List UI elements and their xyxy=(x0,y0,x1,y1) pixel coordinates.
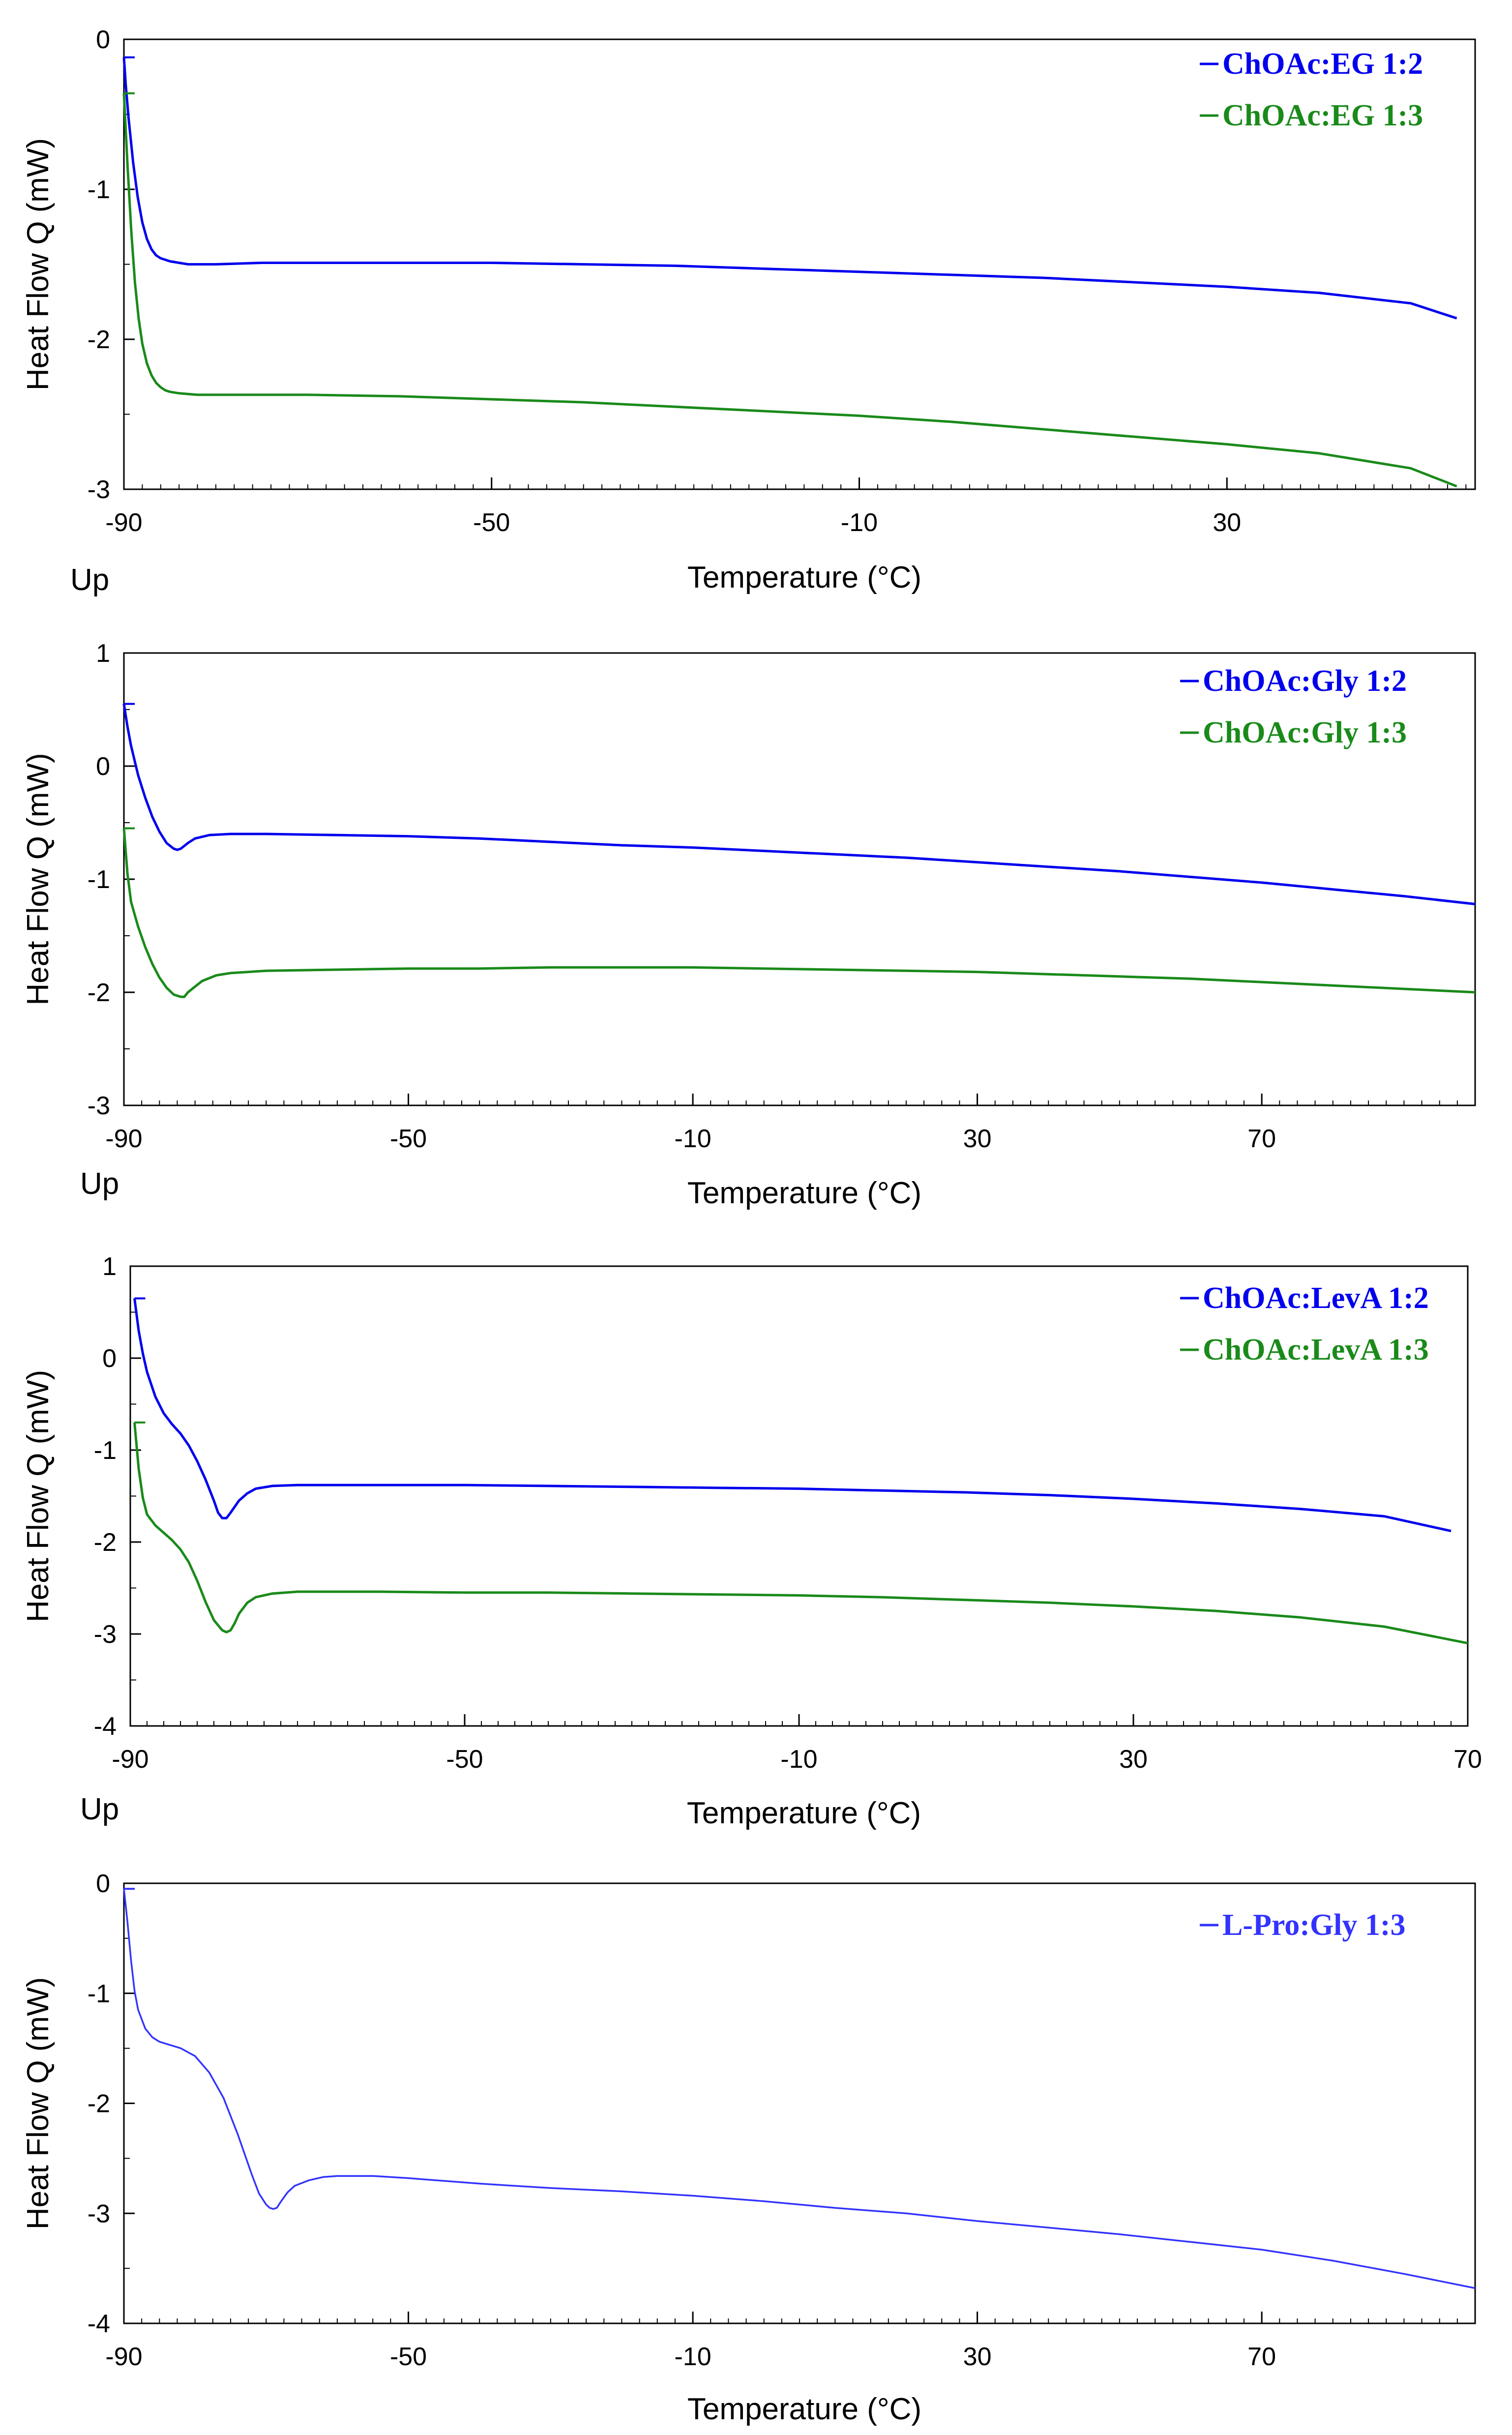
x-tick-label: 70 xyxy=(1247,2343,1276,2371)
series-line-1 xyxy=(122,704,1476,906)
endo-up-label: Up xyxy=(80,1167,119,1201)
y-tick-label: 0 xyxy=(96,1870,110,1898)
x-tick-label: -50 xyxy=(390,1125,427,1153)
x-tick-label: 30 xyxy=(1119,1745,1148,1774)
y-tick-label: 1 xyxy=(102,1252,117,1281)
y-tick-label: -2 xyxy=(94,1528,117,1557)
x-axis-title: Temperature (°C) xyxy=(687,1796,921,1830)
x-tick-label: -50 xyxy=(473,508,510,537)
y-tick-label: -3 xyxy=(88,475,110,504)
x-tick-label: -90 xyxy=(105,508,142,537)
series-line-1 xyxy=(133,1298,1452,1533)
series-line-2 xyxy=(133,1422,1468,1645)
y-tick-label: -4 xyxy=(94,1712,117,1741)
y-tick-label: -3 xyxy=(88,1092,110,1120)
series-line-2 xyxy=(122,828,1476,998)
x-axis-title: Temperature (°C) xyxy=(687,1176,921,1210)
y-tick-label: -1 xyxy=(88,176,110,204)
y-tick-label: -3 xyxy=(88,2199,110,2228)
x-tick-label: -10 xyxy=(674,2343,711,2371)
y-tick-label: -1 xyxy=(88,865,110,894)
y-tick-label: -1 xyxy=(94,1436,117,1465)
x-tick-label: -90 xyxy=(105,2343,142,2371)
y-tick-label: 0 xyxy=(96,752,110,781)
endo-up-label: Up xyxy=(70,563,109,597)
y-tick-label: -4 xyxy=(88,2310,110,2338)
x-tick-label: 70 xyxy=(1247,1125,1276,1153)
x-tick-label: 30 xyxy=(1213,508,1241,537)
x-tick-label: -50 xyxy=(390,2343,427,2371)
series-line-2 xyxy=(122,93,1457,488)
x-tick-label: 30 xyxy=(963,2343,992,2371)
y-tick-label: -2 xyxy=(88,326,110,354)
x-axis-title: Temperature (°C) xyxy=(687,2392,921,2426)
x-tick-label: 30 xyxy=(963,1125,992,1153)
legend-entry: ChOAc:Gly 1:3 xyxy=(1203,716,1407,749)
y-tick-label: 0 xyxy=(96,26,110,54)
series-line-1 xyxy=(123,1889,1476,2289)
x-tick-label: 70 xyxy=(1453,1745,1482,1774)
chart-panel-3: -90 -50 -10 30 70 1 0 -1 -2 -3 -4 Heat Flow Q (mW) T… xyxy=(21,1252,1482,1830)
y-tick-label: -1 xyxy=(88,1980,110,2008)
x-tick-label: -10 xyxy=(841,508,878,537)
legend-entry: ChOAc:Gly 1:2 xyxy=(1203,664,1407,698)
legend-entry: ChOAc:EG 1:2 xyxy=(1222,47,1423,81)
y-axis-title: Heat Flow Q (mW) xyxy=(21,1977,55,2229)
y-tick-label: -3 xyxy=(94,1620,117,1649)
series-line-1 xyxy=(122,57,1457,320)
y-tick-label: 0 xyxy=(102,1344,117,1373)
x-tick-label: -90 xyxy=(105,1125,142,1153)
endo-up-label: Up xyxy=(80,1792,119,1826)
y-tick-label: 1 xyxy=(96,639,110,668)
x-tick-label: -50 xyxy=(446,1745,483,1774)
y-axis-title: Heat Flow Q (mW) xyxy=(21,138,55,390)
chart-panel-4: -90 -50 -10 30 70 0 -1 -2 -3 -4 Heat Flow Q (mW) Te… xyxy=(21,1870,1476,2426)
chart-panel-1: -90 -50 -10 30 0 -1 -2 -3 Heat Flow Q (mW) Temper… xyxy=(21,26,1476,597)
x-tick-label: -10 xyxy=(780,1745,817,1774)
y-tick-label: -2 xyxy=(88,2090,110,2118)
legend-entry: ChOAc:LevA 1:2 xyxy=(1203,1281,1429,1315)
legend-entry: ChOAc:LevA 1:3 xyxy=(1203,1333,1429,1366)
y-axis-title: Heat Flow Q (mW) xyxy=(21,753,55,1005)
legend-entry: ChOAc:EG 1:3 xyxy=(1222,99,1423,132)
x-tick-label: -10 xyxy=(674,1125,711,1153)
y-axis-title: Heat Flow Q (mW) xyxy=(21,1370,55,1622)
x-tick-label: -90 xyxy=(112,1745,148,1774)
legend-entry: L-Pro:Gly 1:3 xyxy=(1222,1908,1406,1942)
y-tick-label: -2 xyxy=(88,979,110,1007)
x-axis-title: Temperature (°C) xyxy=(687,561,921,594)
plot-frame xyxy=(123,1882,1476,2324)
chart-panel-2: -90 -50 -10 30 70 1 0 -1 -2 -3 Heat Flow Q (mW) Tem… xyxy=(21,639,1476,1210)
